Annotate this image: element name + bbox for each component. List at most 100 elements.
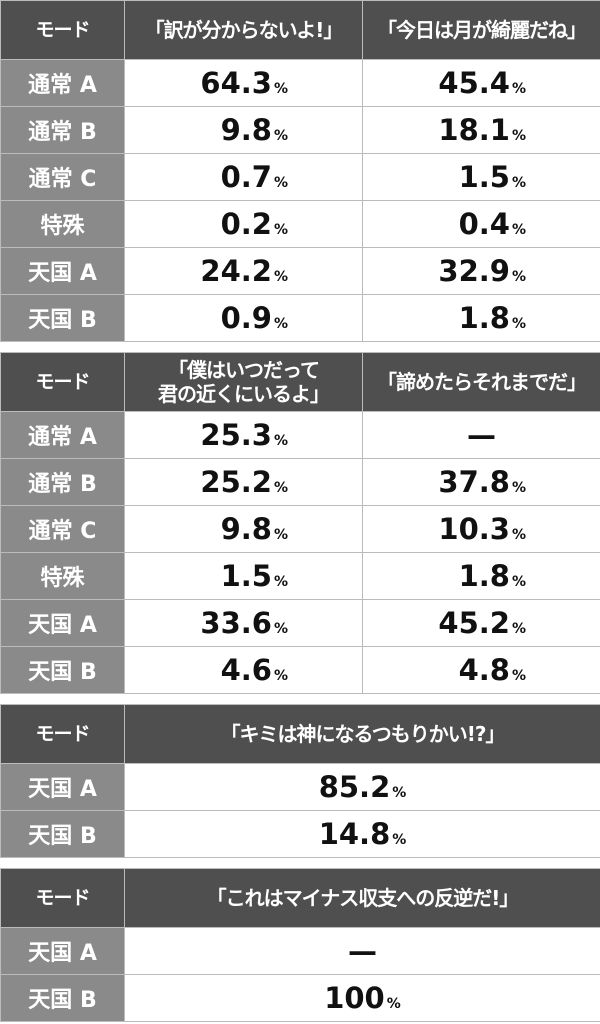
unit: % xyxy=(273,621,288,637)
header-row: モード 「キミは神になるつもりかい!?」 xyxy=(0,704,600,764)
value: 1.5 xyxy=(220,559,272,593)
value: 10.3 xyxy=(438,512,510,546)
value: 64.3 xyxy=(200,66,272,100)
row-label: 天国 B xyxy=(0,294,125,342)
data-row: 通常 B 25.2% 37.8% xyxy=(0,458,600,506)
value-cell: — xyxy=(362,411,600,459)
header-cell: 「これはマイナス収支への反逆だ!」 xyxy=(124,868,600,928)
value-cell: 4.8% xyxy=(362,646,600,694)
value: 14.8 xyxy=(318,817,391,851)
data-row: 特殊 1.5% 1.8% xyxy=(0,552,600,600)
data-table: モード 「キミは神になるつもりかい!?」 天国 A 85.2% 天国 B 14.8% xyxy=(0,704,600,858)
unit: % xyxy=(273,668,288,684)
unit: % xyxy=(511,128,526,144)
value-cell: 45.4% xyxy=(362,59,600,107)
value: 0.2 xyxy=(220,207,272,241)
row-label: 通常 C xyxy=(0,153,125,201)
row-label: 天国 A xyxy=(0,927,125,975)
data-row: 特殊 0.2% 0.4% xyxy=(0,200,600,248)
value: 0.9 xyxy=(220,301,272,335)
unit: % xyxy=(273,316,288,332)
unit: % xyxy=(511,269,526,285)
header-cell: 「僕はいつだって 君の近くにいるよ」 xyxy=(124,352,363,412)
data-row: 天国 A 24.2% 32.9% xyxy=(0,247,600,295)
unit: % xyxy=(511,480,526,496)
row-label: 通常 A xyxy=(0,411,125,459)
row-label: 天国 B xyxy=(0,974,125,1022)
unit: % xyxy=(511,621,526,637)
unit: % xyxy=(273,128,288,144)
row-label: 天国 A xyxy=(0,247,125,295)
unit: % xyxy=(273,222,288,238)
value: 25.3 xyxy=(200,418,272,452)
value: 24.2 xyxy=(200,254,272,288)
value-cell: 1.5% xyxy=(124,552,363,600)
value-cell: 32.9% xyxy=(362,247,600,295)
unit: % xyxy=(273,480,288,496)
value-cell: 0.7% xyxy=(124,153,363,201)
value: 33.6 xyxy=(200,606,272,640)
value-cell: 25.2% xyxy=(124,458,363,506)
value: 1.8 xyxy=(458,301,510,335)
unit: % xyxy=(273,175,288,191)
value-cell: 85.2% xyxy=(124,763,600,811)
value-cell: 14.8% xyxy=(124,810,600,858)
row-label: 天国 A xyxy=(0,599,125,647)
unit: % xyxy=(511,81,526,97)
data-table: モード 「これはマイナス収支への反逆だ!」 天国 A — 天国 B 100% xyxy=(0,868,600,1022)
data-table: モード 「訳が分からないよ!」 「今日は月が綺麗だね」 通常 A 64.3% 45.4% 通… xyxy=(0,0,600,342)
data-row: 通常 C 0.7% 1.5% xyxy=(0,153,600,201)
header-cell: 「キミは神になるつもりかい!?」 xyxy=(124,704,600,764)
value: 0.4 xyxy=(458,207,510,241)
data-row: 天国 A 33.6% 45.2% xyxy=(0,599,600,647)
value-cell: 0.4% xyxy=(362,200,600,248)
value: 85.2 xyxy=(318,770,391,804)
value-cell: 1.8% xyxy=(362,294,600,342)
value: 45.4 xyxy=(438,66,510,100)
header-row: モード 「訳が分からないよ!」 「今日は月が綺麗だね」 xyxy=(0,0,600,60)
value-cell: 33.6% xyxy=(124,599,363,647)
value-cell: 0.2% xyxy=(124,200,363,248)
row-label: 特殊 xyxy=(0,200,125,248)
unit: % xyxy=(386,996,401,1012)
value-cell: 37.8% xyxy=(362,458,600,506)
row-label: 天国 B xyxy=(0,810,125,858)
row-label: 特殊 xyxy=(0,552,125,600)
value: 4.6 xyxy=(220,653,272,687)
unit: % xyxy=(273,433,288,449)
value: 18.1 xyxy=(438,113,510,147)
unit: % xyxy=(511,175,526,191)
header-cell: モード xyxy=(0,868,125,928)
data-table: モード 「僕はいつだって 君の近くにいるよ」 「諦めたらそれまでだ」 通常 A 25.3… xyxy=(0,352,600,694)
data-row: 天国 A 85.2% xyxy=(0,763,600,811)
row-label: 天国 B xyxy=(0,646,125,694)
value-cell: 9.8% xyxy=(124,106,363,154)
value-cell: 24.2% xyxy=(124,247,363,295)
header-cell: モード xyxy=(0,704,125,764)
row-label: 天国 A xyxy=(0,763,125,811)
data-row: 天国 B 14.8% xyxy=(0,810,600,858)
value-cell: 100% xyxy=(124,974,600,1022)
row-label: 通常 C xyxy=(0,505,125,553)
unit: % xyxy=(511,668,526,684)
unit: % xyxy=(273,527,288,543)
value: 25.2 xyxy=(200,465,272,499)
value: 45.2 xyxy=(438,606,510,640)
data-row: 通常 A 64.3% 45.4% xyxy=(0,59,600,107)
unit: % xyxy=(511,574,526,590)
data-row: 天国 B 0.9% 1.8% xyxy=(0,294,600,342)
value-cell: 0.9% xyxy=(124,294,363,342)
value: 9.8 xyxy=(220,512,272,546)
value-cell: 25.3% xyxy=(124,411,363,459)
value-cell: 10.3% xyxy=(362,505,600,553)
value: 9.8 xyxy=(220,113,272,147)
value-cell: 1.5% xyxy=(362,153,600,201)
value-cell: 64.3% xyxy=(124,59,363,107)
unit: % xyxy=(511,527,526,543)
header-cell: 「今日は月が綺麗だね」 xyxy=(362,0,600,60)
header-cell: モード xyxy=(0,352,125,412)
value: 4.8 xyxy=(458,653,510,687)
value-cell: 45.2% xyxy=(362,599,600,647)
unit: % xyxy=(511,316,526,332)
unit: % xyxy=(273,574,288,590)
